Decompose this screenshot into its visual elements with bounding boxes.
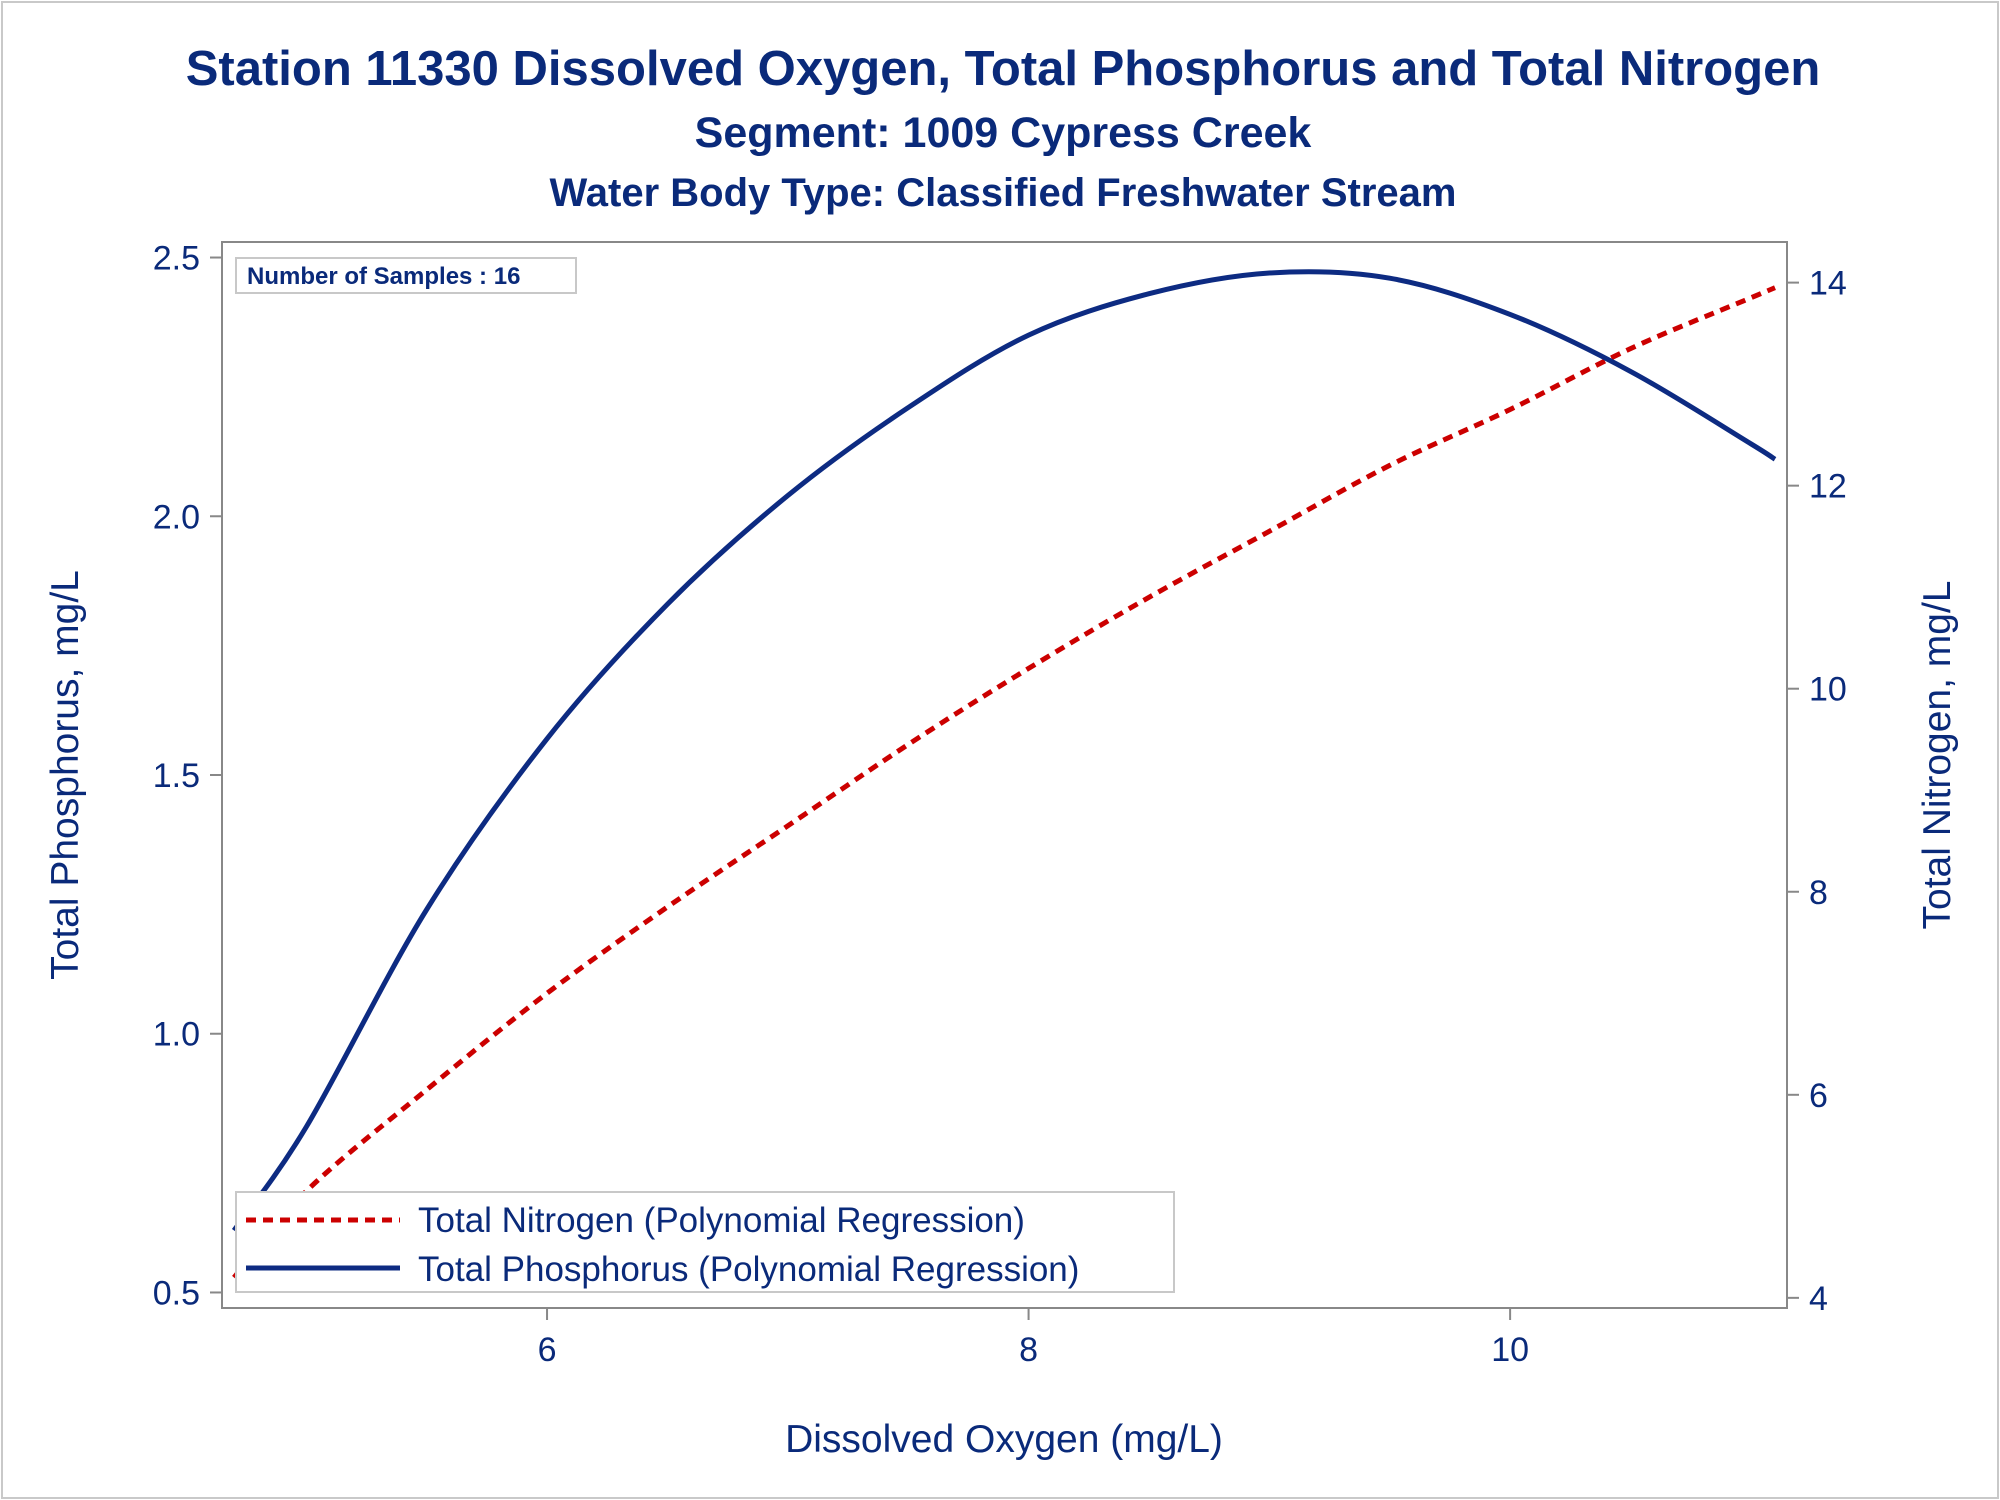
y-axis-label-right: Total Nitrogen, mg/L	[1916, 580, 1959, 929]
x-axis-label: Dissolved Oxygen (mg/L)	[785, 1418, 1223, 1461]
y-tick-label: 0.5	[153, 1274, 200, 1312]
legend: Total Nitrogen (Polynomial Regression) T…	[235, 1191, 1175, 1293]
y-tick-label: 2.0	[153, 498, 200, 536]
x-tick-label: 10	[1491, 1331, 1529, 1369]
y2-tick-label: 6	[1809, 1077, 1828, 1115]
y-axis-right: 4 6 8 10 12 14	[1787, 265, 1847, 1318]
y2-tick-label: 14	[1809, 265, 1847, 303]
x-axis: 6 8 10	[538, 1308, 1529, 1369]
y2-tick-label: 8	[1809, 874, 1828, 912]
legend-label-phosphorus: Total Phosphorus (Polynomial Regression)	[418, 1250, 1079, 1289]
y-tick-label: 1.5	[153, 757, 200, 795]
y-tick-label: 2.5	[153, 240, 200, 278]
series-line-total-nitrogen	[232, 285, 1776, 1280]
y-axis-left: 0.5 1.0 1.5 2.0 2.5	[153, 240, 222, 1312]
sample-count-text: Number of Samples : 16	[247, 263, 520, 290]
series-layer	[231, 269, 1777, 1280]
sample-count-frame	[235, 257, 577, 294]
plot-area	[221, 241, 1788, 1309]
series-line-total-phosphorus	[231, 269, 1777, 1232]
sample-count-box: Number of Samples : 16	[235, 257, 577, 294]
x-tick-label: 6	[538, 1331, 557, 1369]
chart-subtitle-water-body: Water Body Type: Classified Freshwater S…	[549, 171, 1457, 215]
y2-tick-label: 10	[1809, 671, 1847, 709]
y2-tick-label: 12	[1809, 468, 1847, 506]
y-tick-label: 1.0	[153, 1016, 200, 1054]
x-tick-label: 8	[1019, 1331, 1038, 1369]
y2-tick-label: 4	[1809, 1280, 1828, 1318]
y-axis-label-left: Total Phosphorus, mg/L	[44, 570, 87, 980]
chart-subtitle: Segment: 1009 Cypress Creek	[694, 109, 1312, 157]
chart-title: Station 11330 Dissolved Oxygen, Total Ph…	[185, 42, 1821, 96]
legend-label-nitrogen: Total Nitrogen (Polynomial Regression)	[418, 1201, 1025, 1240]
legend-frame	[235, 1191, 1175, 1293]
